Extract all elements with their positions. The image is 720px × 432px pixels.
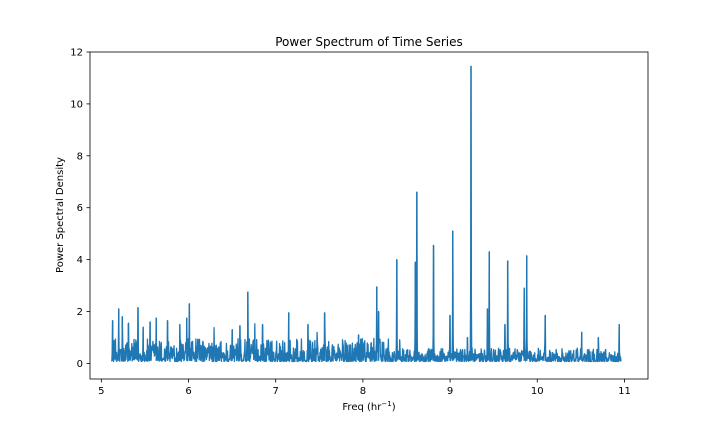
x-axis-label: Freq (hr−1): [342, 400, 395, 413]
x-tick-label: 5: [98, 386, 104, 397]
chart-title: Power Spectrum of Time Series: [275, 35, 463, 49]
series-layer: [111, 65, 622, 363]
x-tick-label: 8: [360, 386, 366, 397]
x-axis-ticks: 5 6 7 8 9 10 11: [98, 379, 631, 397]
x-tick-label: 6: [185, 386, 191, 397]
y-tick-label: 12: [70, 48, 83, 59]
y-tick-label: 10: [70, 99, 83, 110]
x-tick-label: 9: [447, 386, 453, 397]
y-axis-label: Power Spectral Density: [55, 157, 66, 273]
y-tick-label: 6: [77, 203, 83, 214]
y-tick-label: 8: [77, 151, 83, 162]
y-tick-label: 4: [77, 255, 83, 266]
power-spectrum-line: [111, 65, 622, 363]
y-axis-ticks: 0 2 4 6 8 10 12: [70, 48, 90, 370]
y-tick-label: 0: [77, 359, 83, 370]
y-tick-label: 2: [77, 307, 83, 318]
plot-frame: [89, 51, 649, 380]
x-tick-label: 10: [531, 386, 544, 397]
x-tick-label: 7: [273, 386, 279, 397]
x-tick-label: 11: [618, 386, 631, 397]
